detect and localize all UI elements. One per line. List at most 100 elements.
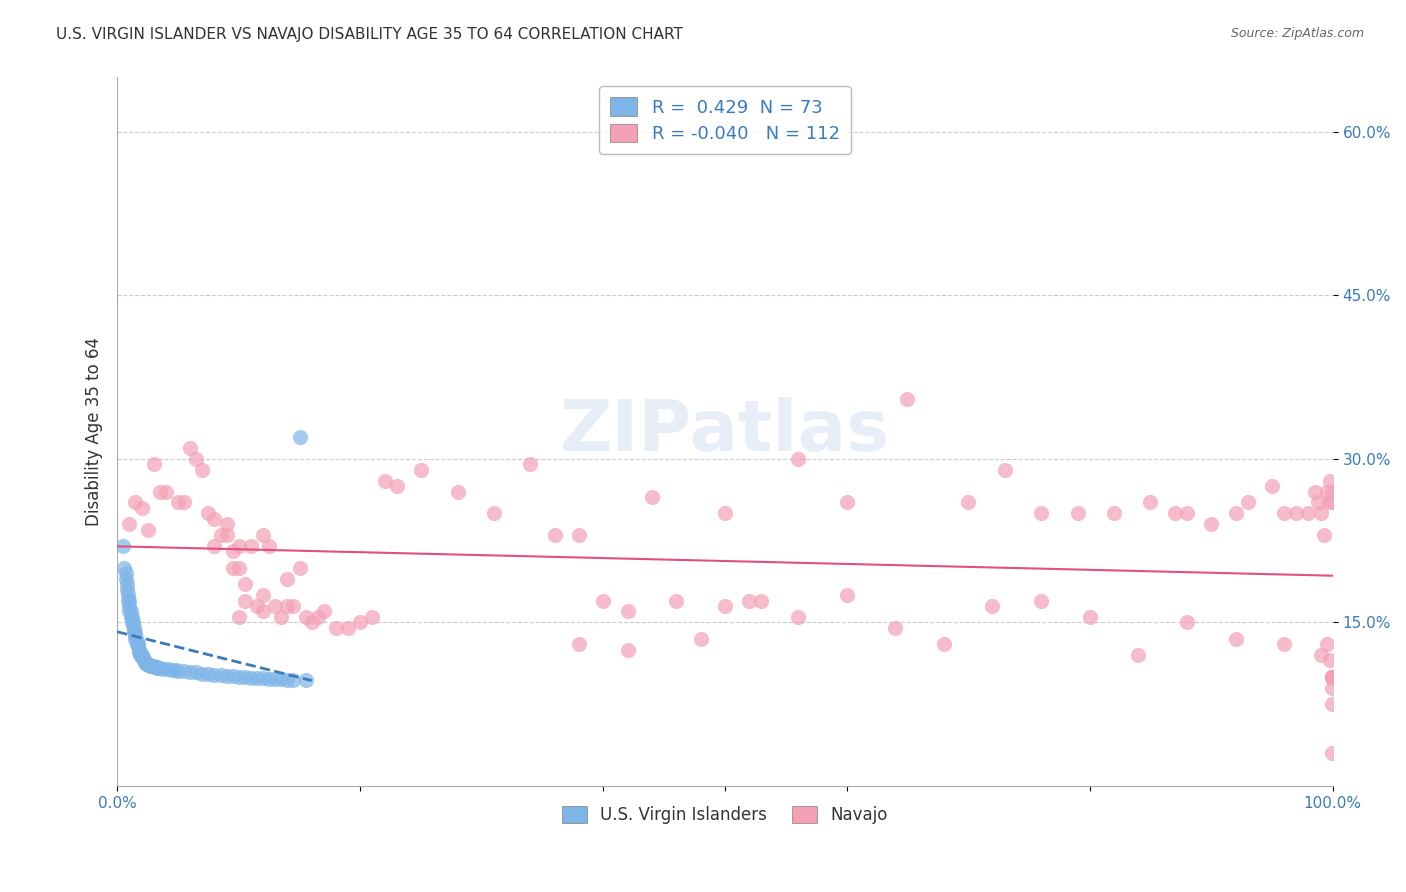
Point [117, 588, 139, 602]
Point [233, 577, 256, 591]
Point [1320, 670, 1343, 684]
Point [191, 666, 214, 681]
Point [191, 463, 214, 477]
Point [283, 599, 305, 613]
Point [257, 672, 280, 686]
Point [1029, 593, 1052, 607]
Point [283, 673, 305, 687]
Point [114, 566, 136, 581]
Point [1320, 681, 1343, 695]
Y-axis label: Disability Age 35 to 64: Disability Age 35 to 64 [86, 337, 103, 526]
Point [409, 463, 432, 477]
Point [239, 539, 262, 553]
Point [215, 528, 238, 542]
Point [160, 663, 183, 677]
Point [215, 517, 238, 532]
Point [118, 593, 141, 607]
Point [1320, 697, 1343, 711]
Point [896, 392, 918, 406]
Point [1139, 495, 1161, 509]
Point [233, 593, 256, 607]
Point [124, 632, 146, 646]
Point [167, 665, 190, 679]
Point [981, 599, 1004, 613]
Legend: U.S. Virgin Islanders, Navajo: U.S. Virgin Islanders, Navajo [553, 796, 898, 834]
Point [1225, 632, 1247, 646]
Point [118, 599, 141, 613]
Point [884, 621, 907, 635]
Point [1272, 637, 1295, 651]
Point [221, 669, 243, 683]
Point [124, 495, 146, 509]
Point [135, 657, 157, 671]
Point [179, 441, 201, 455]
Point [142, 458, 165, 472]
Point [1316, 637, 1339, 651]
Point [135, 656, 157, 670]
Point [114, 572, 136, 586]
Point [1066, 506, 1088, 520]
Point [361, 610, 384, 624]
Point [167, 495, 190, 509]
Point [204, 539, 226, 553]
Point [215, 669, 238, 683]
Point [209, 528, 232, 542]
Point [179, 665, 201, 680]
Point [112, 539, 135, 553]
Point [228, 561, 250, 575]
Point [139, 659, 162, 673]
Point [835, 495, 858, 509]
Point [568, 637, 591, 651]
Point [1285, 506, 1308, 520]
Point [228, 670, 250, 684]
Point [149, 661, 172, 675]
Point [120, 610, 142, 624]
Point [1320, 484, 1343, 499]
Point [276, 572, 298, 586]
Point [337, 621, 360, 635]
Point [146, 660, 169, 674]
Point [616, 642, 638, 657]
Point [665, 593, 688, 607]
Point [114, 561, 136, 575]
Point [787, 610, 810, 624]
Point [127, 637, 149, 651]
Point [121, 610, 143, 624]
Point [1175, 506, 1198, 520]
Point [568, 528, 591, 542]
Point [1029, 506, 1052, 520]
Point [325, 621, 347, 635]
Point [276, 599, 298, 613]
Point [544, 528, 567, 542]
Point [294, 610, 316, 624]
Point [115, 582, 138, 597]
Point [204, 512, 226, 526]
Point [124, 628, 146, 642]
Point [233, 670, 256, 684]
Point [129, 646, 152, 660]
Point [197, 506, 219, 520]
Point [204, 667, 226, 681]
Point [1236, 495, 1258, 509]
Point [1199, 517, 1222, 532]
Point [1309, 648, 1331, 662]
Point [138, 657, 160, 672]
Point [239, 671, 262, 685]
Point [714, 599, 737, 613]
Point [592, 593, 614, 607]
Point [264, 599, 287, 613]
Text: ZIPatlas: ZIPatlas [560, 397, 890, 467]
Point [932, 637, 955, 651]
Point [124, 626, 146, 640]
Point [186, 665, 208, 680]
Point [374, 474, 396, 488]
Point [173, 495, 195, 509]
Point [132, 653, 155, 667]
Point [1320, 670, 1343, 684]
Point [301, 615, 323, 630]
Point [165, 663, 187, 677]
Point [118, 604, 141, 618]
Point [127, 640, 149, 654]
Point [1309, 506, 1331, 520]
Point [131, 500, 153, 515]
